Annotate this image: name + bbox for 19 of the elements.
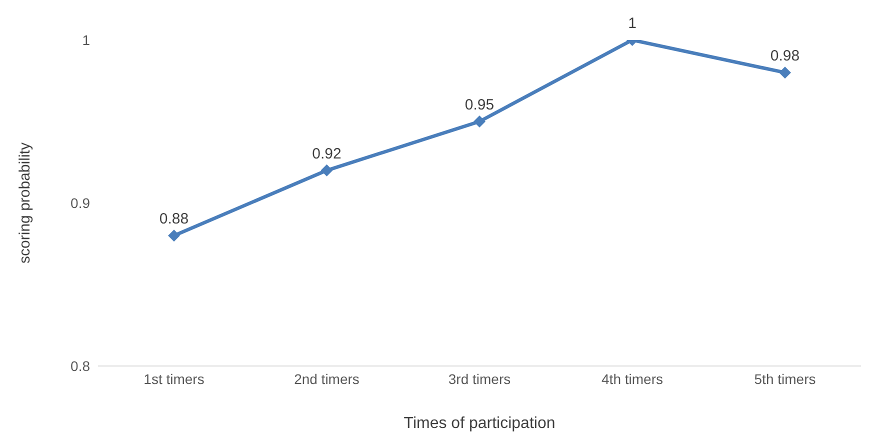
point <box>474 116 486 128</box>
data-label: 0.95 <box>464 96 494 114</box>
x-tick-label: 4th timers <box>602 370 663 387</box>
x-tick-label: 2nd timers <box>294 370 360 387</box>
data-label: 0.88 <box>159 210 189 228</box>
y-axis-title: scoring probability <box>16 142 34 264</box>
point <box>320 164 333 176</box>
x-tick-label: 3rd timers <box>448 370 511 387</box>
y-tick-label: 1 <box>82 32 90 48</box>
point <box>168 230 180 242</box>
x-axis-title: Times of participation <box>404 415 556 432</box>
x-tick-label: 5th timers <box>754 370 816 387</box>
y-tick-label: 0.8 <box>70 358 90 374</box>
data-label: 0.98 <box>770 48 800 65</box>
data-label: 1 <box>628 15 636 32</box>
point <box>779 66 791 79</box>
y-tick-label: 0.9 <box>70 194 90 211</box>
x-tick-label: 1st timers <box>144 370 204 387</box>
data-label: 0.92 <box>312 145 342 162</box>
